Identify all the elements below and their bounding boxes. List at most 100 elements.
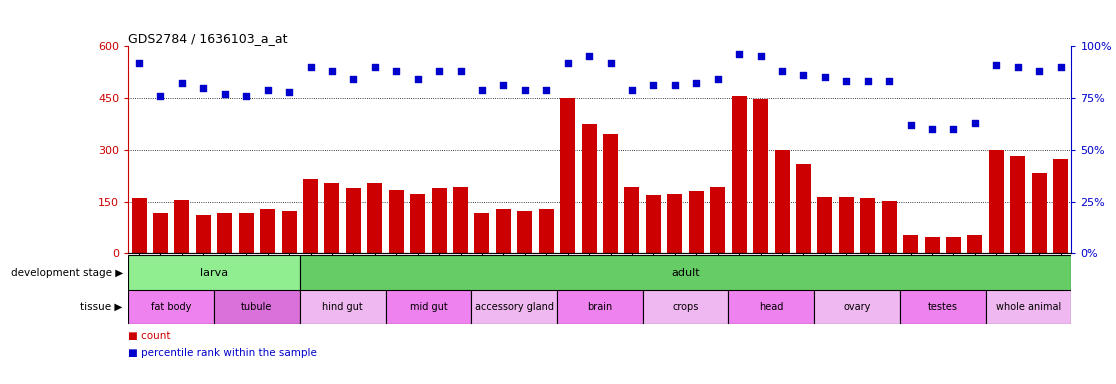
Bar — [729, 290, 815, 324]
Text: whole animal: whole animal — [995, 302, 1061, 312]
Point — [602, 60, 619, 66]
Point — [773, 68, 791, 74]
Bar — [195, 215, 211, 253]
Point — [966, 120, 984, 126]
Bar — [775, 151, 789, 253]
Bar — [300, 255, 1071, 290]
Point — [645, 83, 663, 89]
Bar — [899, 290, 985, 324]
Bar — [260, 209, 276, 253]
Point — [859, 78, 877, 84]
Bar — [968, 235, 982, 253]
Text: GDS2784 / 1636103_a_at: GDS2784 / 1636103_a_at — [128, 32, 288, 45]
Bar — [817, 197, 833, 253]
Point — [152, 93, 170, 99]
Point — [215, 91, 233, 97]
Bar — [710, 187, 725, 253]
Point — [559, 60, 577, 66]
Point — [666, 83, 684, 89]
Text: accessory gland: accessory gland — [474, 302, 554, 312]
Point — [1051, 64, 1069, 70]
Point — [494, 83, 512, 89]
Point — [687, 80, 705, 86]
Text: testes: testes — [927, 302, 958, 312]
Point — [881, 78, 898, 84]
Bar — [239, 213, 253, 253]
Point — [345, 76, 363, 82]
Point — [795, 72, 812, 78]
Point — [194, 84, 212, 91]
Point — [752, 53, 770, 60]
Bar — [753, 99, 768, 253]
Bar — [560, 98, 575, 253]
Text: tubule: tubule — [241, 302, 272, 312]
Bar — [281, 211, 297, 253]
Text: head: head — [759, 302, 783, 312]
Bar — [646, 195, 661, 253]
Bar — [153, 213, 169, 253]
Bar — [882, 201, 896, 253]
Bar — [860, 198, 875, 253]
Bar — [625, 187, 639, 253]
Text: ■ percentile rank within the sample: ■ percentile rank within the sample — [128, 348, 317, 358]
Bar — [174, 200, 190, 253]
Text: hind gut: hind gut — [323, 302, 363, 312]
Bar — [411, 194, 425, 253]
Bar — [643, 290, 729, 324]
Bar — [304, 179, 318, 253]
Bar — [985, 290, 1071, 324]
Point — [301, 64, 319, 70]
Point — [387, 68, 405, 74]
Text: larva: larva — [200, 268, 228, 278]
Point — [452, 68, 470, 74]
Bar — [1010, 156, 1026, 253]
Point — [1030, 68, 1048, 74]
Point — [259, 86, 277, 93]
Point — [280, 89, 298, 95]
Bar — [496, 209, 511, 253]
Point — [988, 62, 1006, 68]
Text: ■ count: ■ count — [128, 331, 171, 341]
Bar — [603, 134, 618, 253]
Point — [430, 68, 448, 74]
Bar — [989, 151, 1004, 253]
Point — [366, 64, 384, 70]
Text: development stage ▶: development stage ▶ — [10, 268, 123, 278]
Text: fat body: fat body — [151, 302, 191, 312]
Point — [473, 86, 491, 93]
Bar — [689, 190, 704, 253]
Point — [1009, 64, 1027, 70]
Bar — [667, 194, 682, 253]
Bar — [518, 211, 532, 253]
Point — [923, 126, 941, 132]
Bar — [432, 188, 446, 253]
Bar — [325, 183, 339, 253]
Bar — [924, 237, 940, 253]
Point — [902, 122, 920, 128]
Bar — [839, 197, 854, 253]
Text: mid gut: mid gut — [410, 302, 448, 312]
Point — [173, 80, 191, 86]
Bar — [903, 235, 918, 253]
Bar — [557, 290, 643, 324]
Point — [580, 53, 598, 60]
Bar — [218, 213, 232, 253]
Point — [537, 86, 555, 93]
Point — [131, 60, 148, 66]
Text: adult: adult — [671, 268, 700, 278]
Bar — [539, 209, 554, 253]
Bar — [388, 189, 404, 253]
Bar — [128, 255, 300, 290]
Point — [323, 68, 340, 74]
Bar — [346, 188, 360, 253]
Point — [944, 126, 962, 132]
Text: tissue ▶: tissue ▶ — [80, 302, 123, 312]
Point — [709, 76, 727, 82]
Bar — [471, 290, 557, 324]
Point — [837, 78, 855, 84]
Bar — [132, 198, 146, 253]
Bar — [1031, 173, 1047, 253]
Bar — [453, 187, 468, 253]
Bar — [214, 290, 300, 324]
Text: ovary: ovary — [844, 302, 870, 312]
